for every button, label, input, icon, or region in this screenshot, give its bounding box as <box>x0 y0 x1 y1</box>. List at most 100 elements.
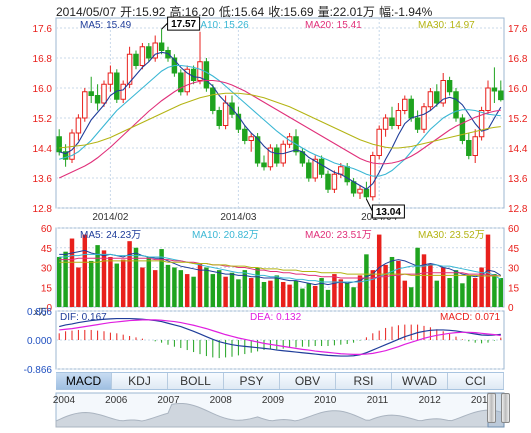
volume-bar <box>293 280 299 307</box>
annotation-leader <box>365 198 373 212</box>
volume-tick-right: 30 <box>508 264 520 275</box>
volume-ma30-line <box>59 260 501 277</box>
tab-cci[interactable]: CCI <box>448 373 504 389</box>
candle-body <box>350 181 357 194</box>
volume-bar <box>152 270 158 307</box>
macd-legend-0: DIF: 0.167 <box>60 312 107 323</box>
price-legend-2: MA20: 15.41 <box>305 20 362 31</box>
volume-bar <box>351 287 356 307</box>
volume-bar <box>140 267 145 307</box>
volume-tick-left: 60 <box>41 224 53 235</box>
volume-bar <box>498 278 504 307</box>
annotation-label: 13.04 <box>376 207 401 218</box>
summary-change: 幅:-1.94% <box>378 5 433 19</box>
candle-body <box>485 87 491 111</box>
tab-boll[interactable]: BOLL <box>168 373 224 389</box>
volume-bar <box>95 245 100 307</box>
price-x-tick: 2014/02 <box>92 212 129 223</box>
navigator-year-label: 2009 <box>262 395 285 406</box>
volume-bar <box>178 270 184 307</box>
navigator-year-label: 2011 <box>367 395 389 406</box>
annotation-box <box>167 16 201 31</box>
tab-rsi[interactable]: RSI <box>336 373 392 389</box>
volume-bar <box>229 272 235 307</box>
candle-body <box>82 91 88 119</box>
volume-tick-left: 45 <box>41 244 53 255</box>
volume-bar <box>357 275 363 307</box>
volume-bar <box>76 267 81 307</box>
tab-obv[interactable]: OBV <box>280 373 336 389</box>
volume-bar <box>408 287 414 307</box>
volume-bar <box>165 264 171 307</box>
macd-tick-left: 0.000 <box>27 336 52 347</box>
candle-body <box>56 136 62 153</box>
volume-ma10-line <box>59 253 502 283</box>
price-legend-1: MA10: 15.26 <box>192 20 249 31</box>
price-tick-right: 14.4 <box>508 144 528 155</box>
candle-body <box>395 110 402 126</box>
volume-bar <box>472 278 478 307</box>
tab-wvad[interactable]: WVAD <box>392 373 448 389</box>
price-panel <box>55 17 505 209</box>
candle-body <box>254 136 261 164</box>
volume-bar <box>261 281 267 307</box>
volume-bar <box>197 263 203 307</box>
candle-body <box>203 61 210 89</box>
volume-bar <box>300 288 305 307</box>
candle-body <box>402 98 408 111</box>
candle-body <box>382 117 389 130</box>
candle-body <box>414 117 421 130</box>
volume-bar <box>184 274 190 307</box>
summary-open: 开:15.92 <box>120 5 166 19</box>
volume-bar <box>434 280 440 307</box>
tab-macd[interactable]: MACD <box>56 373 112 389</box>
volume-bar <box>172 267 177 307</box>
macd-dea-line <box>59 319 501 355</box>
candle-body <box>421 106 427 130</box>
navigator-sparkline <box>55 403 505 428</box>
candle-body <box>75 117 82 134</box>
volume-bar <box>306 283 312 307</box>
candle-body <box>478 110 485 138</box>
tab-psy[interactable]: PSY <box>224 373 280 389</box>
candle-body <box>434 91 440 104</box>
volume-ma5-line <box>59 249 502 286</box>
volume-ma20-line <box>59 257 501 279</box>
price-legend-3: MA30: 14.97 <box>418 20 475 31</box>
range-right-handle[interactable] <box>501 393 510 423</box>
price-tick-right: 16.0 <box>508 84 528 95</box>
price-x-tick: 2014/03 <box>220 212 257 223</box>
tab-kdj[interactable]: KDJ <box>112 373 168 389</box>
candle-body <box>389 117 395 126</box>
volume-bar <box>312 285 318 307</box>
macd-tick-left: -0.866 <box>24 365 53 376</box>
candle-body <box>472 136 478 156</box>
volume-bar <box>383 264 388 307</box>
navigator-year-label: 2010 <box>314 395 337 406</box>
candle-body <box>197 61 203 81</box>
annotation-box <box>371 204 405 219</box>
navigator-year-label: 2013 <box>471 395 494 406</box>
volume-bar <box>127 241 132 307</box>
annotation-leader <box>161 22 168 30</box>
volume-bar <box>69 238 75 307</box>
candle-body <box>376 128 382 156</box>
navigator-year-label: 2008 <box>210 395 233 406</box>
volume-bar <box>268 280 273 307</box>
volume-bar <box>120 259 126 307</box>
candle-body <box>126 53 133 85</box>
volume-tick-right: 15 <box>508 283 520 294</box>
volume-legend-0: MA5: 24.23万 <box>80 230 141 241</box>
volume-bar <box>274 275 280 307</box>
candle-body <box>427 91 434 108</box>
candle-body <box>491 87 498 92</box>
candle-body <box>94 95 101 104</box>
range-left-handle[interactable] <box>487 393 496 423</box>
volume-bar <box>82 234 88 307</box>
volume-bar <box>415 247 420 307</box>
candle-body <box>357 188 363 194</box>
candle-body <box>222 102 229 126</box>
candle-body <box>338 166 344 175</box>
price-tick-left: 16.8 <box>33 54 53 65</box>
